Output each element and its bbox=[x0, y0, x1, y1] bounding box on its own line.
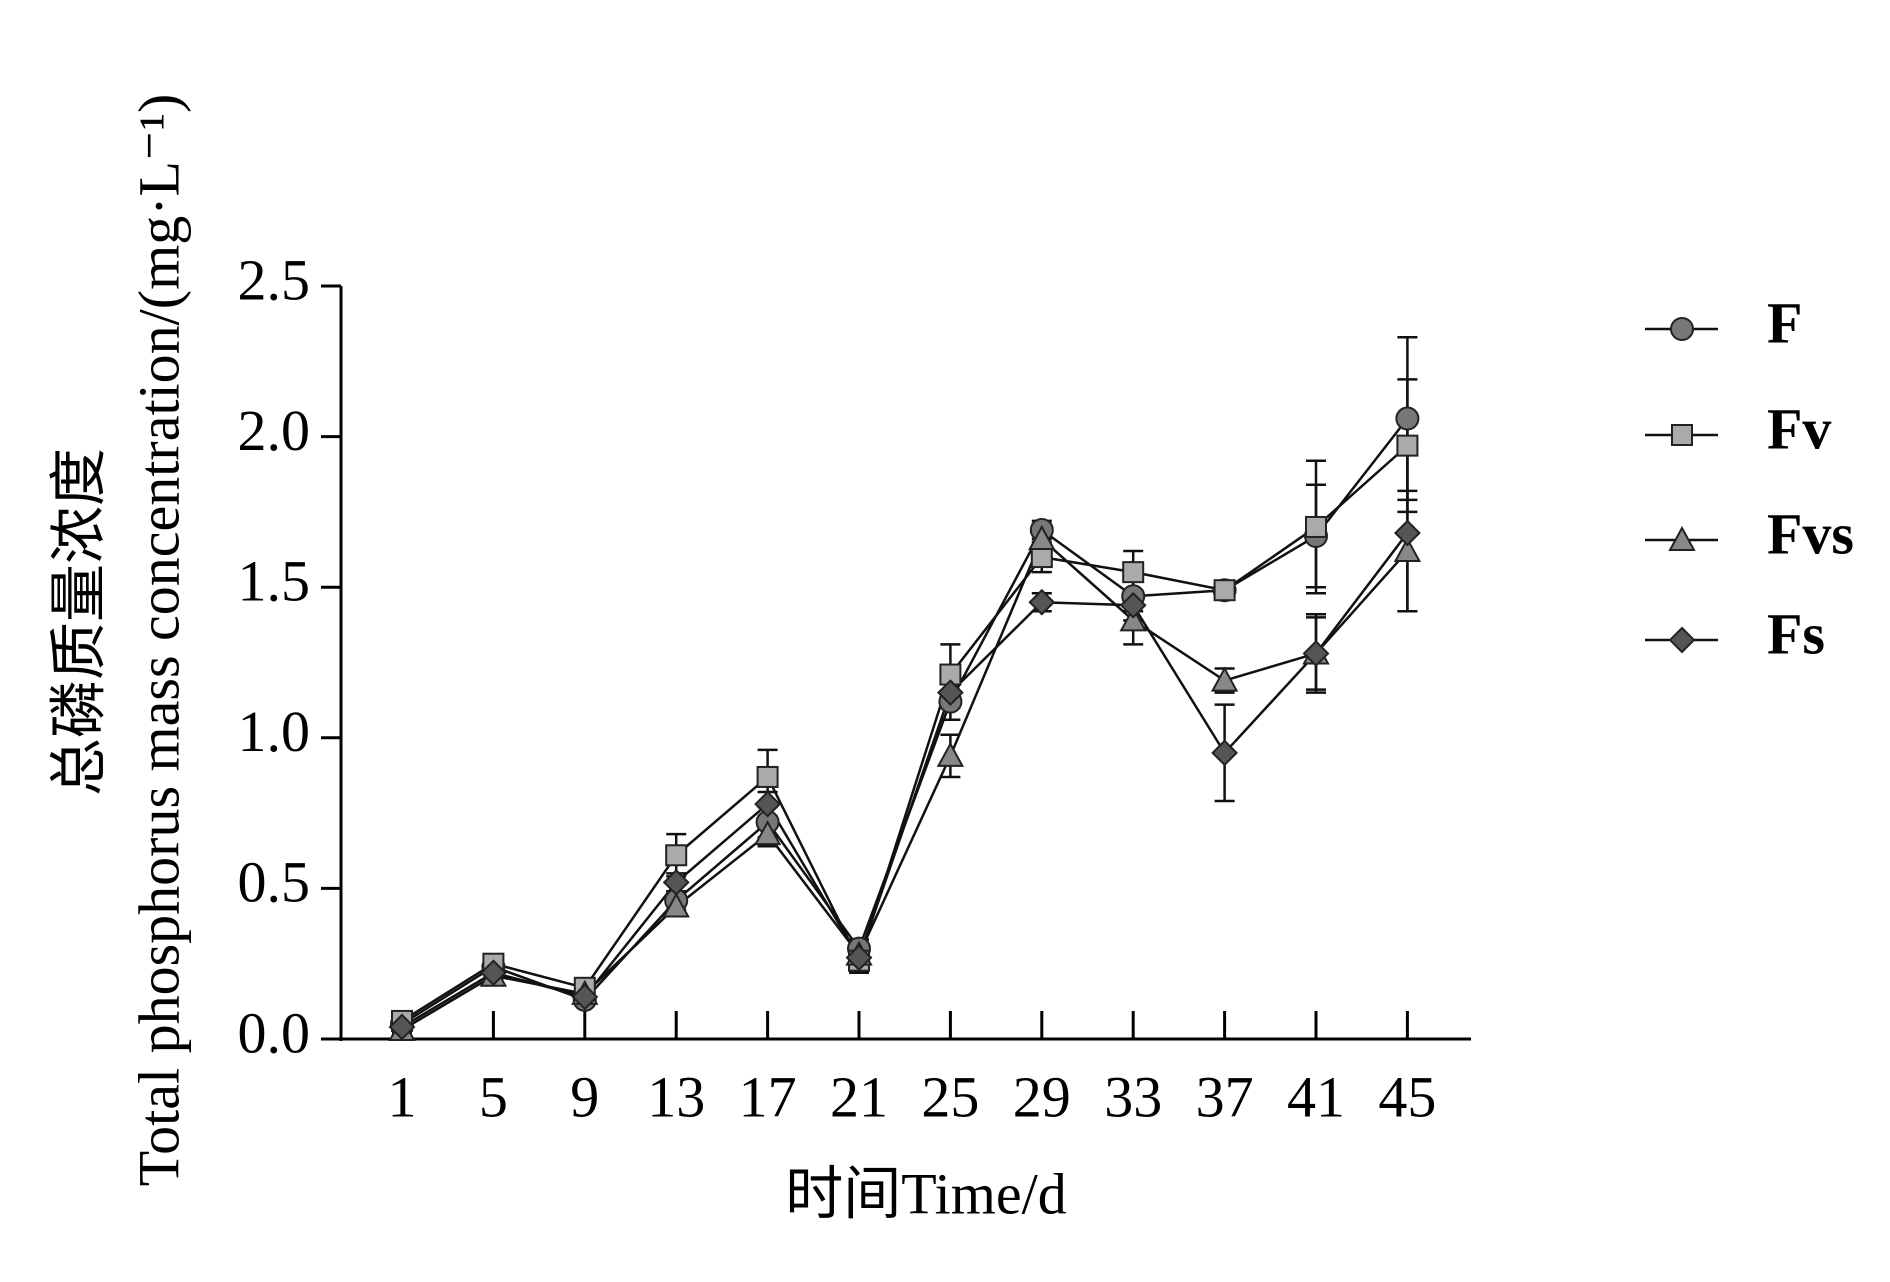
data-point bbox=[665, 844, 688, 867]
x-tick-label: 5 bbox=[479, 1064, 508, 1129]
series-line bbox=[401, 417, 1409, 1025]
data-point bbox=[662, 868, 690, 896]
y-tick-label: 2.5 bbox=[238, 247, 311, 312]
data-point bbox=[1122, 561, 1145, 584]
data-point bbox=[1302, 640, 1330, 667]
data-point bbox=[1028, 588, 1056, 616]
data-point bbox=[1119, 606, 1147, 632]
series-line bbox=[401, 444, 1409, 1022]
x-tick-label: 33 bbox=[1104, 1064, 1162, 1129]
data-point bbox=[571, 983, 599, 1011]
data-point bbox=[1028, 524, 1056, 551]
data-point bbox=[1210, 666, 1239, 692]
data-point bbox=[1393, 536, 1422, 563]
data-point bbox=[753, 820, 782, 846]
legend-label: F bbox=[1767, 290, 1802, 355]
x-tick-label: 25 bbox=[921, 1064, 979, 1129]
legend-marker bbox=[1670, 317, 1694, 341]
data-point bbox=[388, 1013, 416, 1041]
x-axis-label: 时间Time/d bbox=[785, 1161, 1066, 1226]
data-point bbox=[1393, 519, 1421, 547]
data-point bbox=[1211, 739, 1239, 767]
series-line bbox=[401, 536, 1409, 1032]
data-point bbox=[845, 944, 873, 972]
data-point bbox=[1395, 406, 1420, 431]
x-tick-label: 45 bbox=[1378, 1064, 1436, 1129]
data-point bbox=[1305, 515, 1327, 538]
y-tick-label: 2.0 bbox=[238, 398, 311, 463]
legend-label: Fs bbox=[1767, 601, 1825, 666]
series-line bbox=[401, 532, 1409, 1029]
y-tick-label: 0.0 bbox=[238, 1000, 311, 1065]
y-tick-label: 0.5 bbox=[238, 850, 311, 915]
x-tick-label: 41 bbox=[1287, 1064, 1345, 1129]
data-point bbox=[1213, 579, 1236, 602]
x-tick-label: 13 bbox=[647, 1064, 705, 1129]
x-tick-label: 1 bbox=[388, 1064, 417, 1129]
y-tick-label: 1.0 bbox=[238, 699, 311, 764]
y-axis-label: 总磷质量浓度 bbox=[46, 448, 111, 796]
x-tick-label: 29 bbox=[1013, 1064, 1071, 1129]
x-tick-label: 9 bbox=[570, 1064, 599, 1129]
legend-marker bbox=[1671, 424, 1693, 446]
y-axis-label: Total phosphorus mass concentration/(mg·… bbox=[126, 94, 191, 1187]
data-point bbox=[754, 790, 782, 818]
data-point bbox=[1396, 434, 1419, 457]
legend-marker bbox=[1668, 626, 1696, 654]
data-point bbox=[936, 679, 964, 707]
data-point bbox=[1030, 546, 1053, 569]
legend-label: Fv bbox=[1767, 396, 1831, 461]
y-tick-label: 1.5 bbox=[238, 549, 311, 614]
legend-marker bbox=[1668, 525, 1696, 551]
x-tick-label: 37 bbox=[1196, 1064, 1254, 1129]
legend-label: Fvs bbox=[1767, 501, 1854, 566]
x-tick-label: 17 bbox=[739, 1064, 797, 1129]
data-point bbox=[479, 959, 507, 987]
data-point bbox=[756, 765, 779, 788]
data-point bbox=[1119, 591, 1147, 619]
data-point bbox=[936, 741, 965, 767]
x-tick-label: 21 bbox=[830, 1064, 888, 1129]
data-point bbox=[662, 892, 690, 918]
